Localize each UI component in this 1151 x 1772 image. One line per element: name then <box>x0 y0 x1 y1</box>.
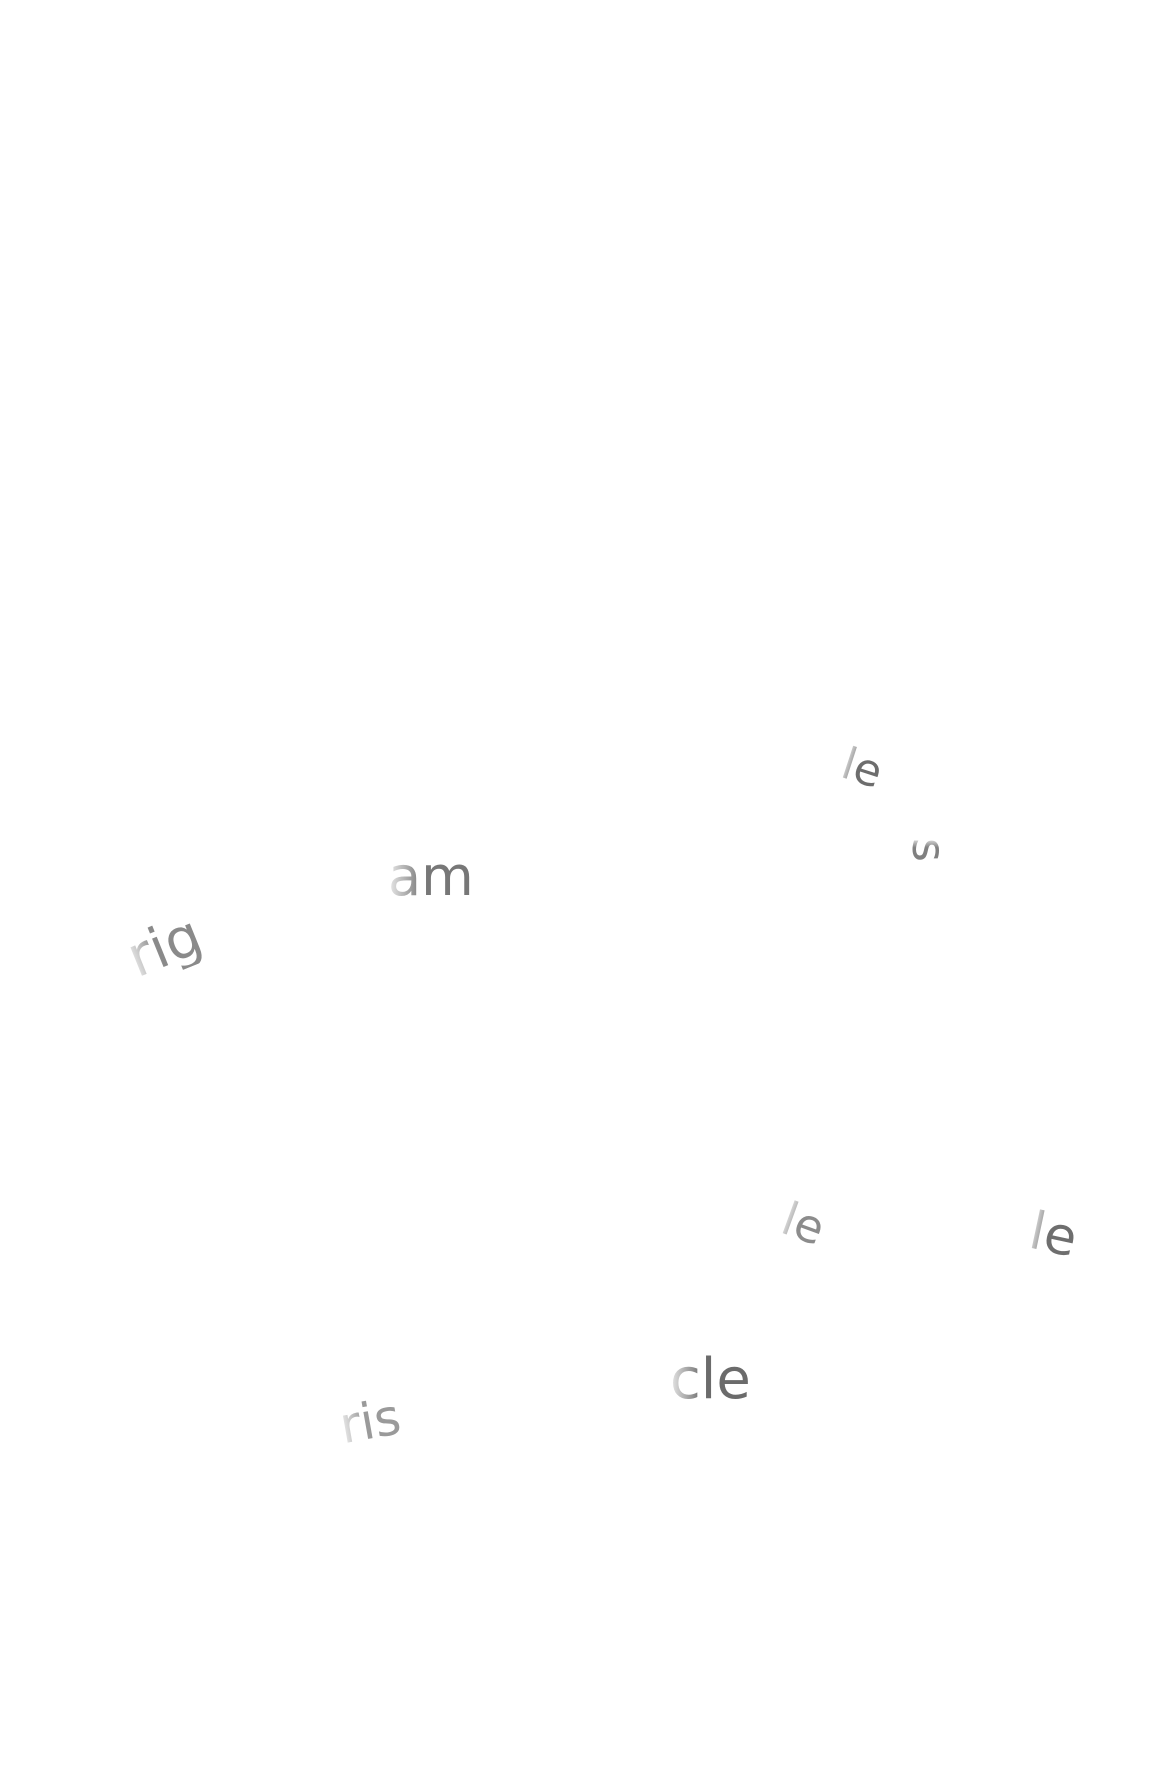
text-fragment: le <box>774 1191 832 1257</box>
text-fragment: am <box>388 845 474 908</box>
text-fragment: le <box>835 738 889 799</box>
text-fragment: cle <box>670 1347 751 1412</box>
text-fragment: s <box>902 838 956 862</box>
text-fragment: ris <box>335 1387 405 1456</box>
text-fragment: le <box>1024 1201 1083 1270</box>
text-fragment: rig <box>118 902 212 991</box>
